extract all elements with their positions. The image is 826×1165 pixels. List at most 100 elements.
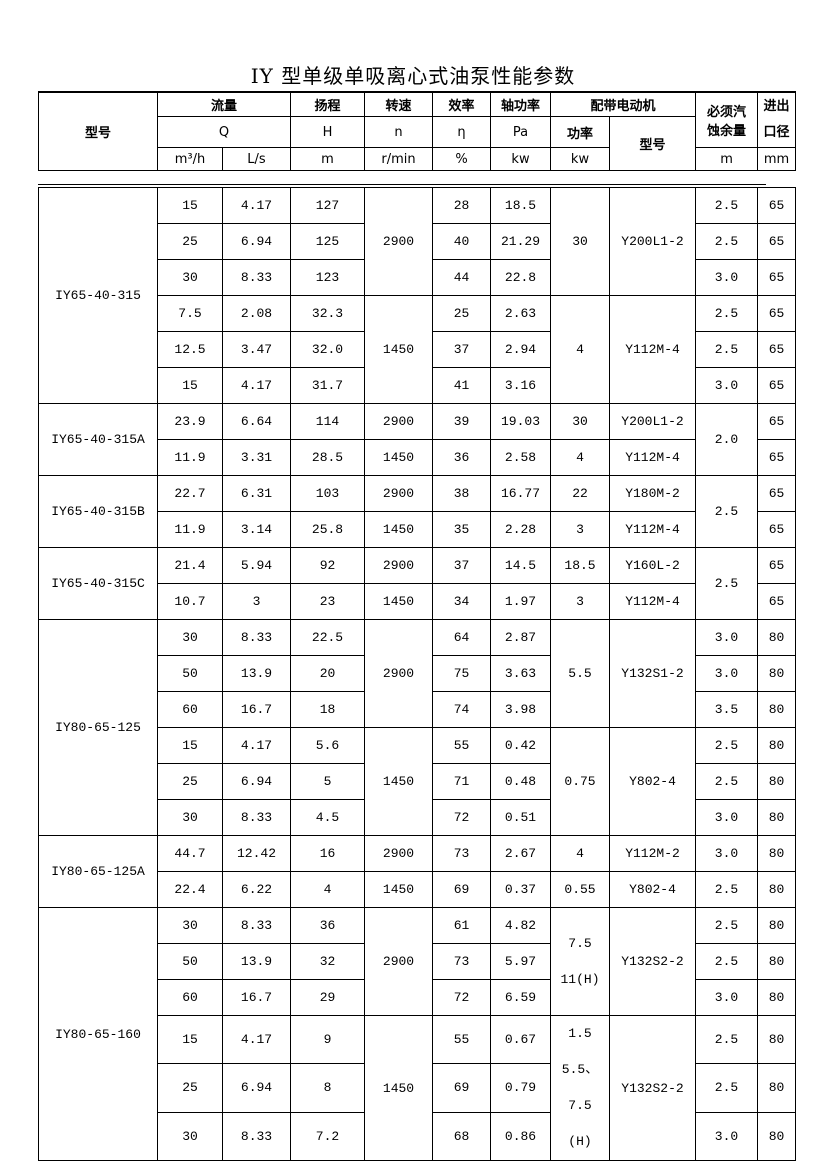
value-cell: 19.03 xyxy=(490,403,551,440)
value-cell: 25.8 xyxy=(290,511,365,548)
value-cell: 4.17 xyxy=(222,187,291,224)
value-cell: 0.86 xyxy=(490,1111,551,1162)
data-table: IY65-40-315 15 4.17 127 2900 28 18.5 30 Y200L1-2… xyxy=(38,187,796,1162)
value-cell: Y112M-4 xyxy=(609,439,696,476)
value-cell: 2900 xyxy=(364,835,433,872)
value-cell: 5.94 xyxy=(222,547,291,584)
value-cell: Y180M-2 xyxy=(609,475,696,512)
value-cell: 7.2 xyxy=(290,1111,365,1162)
value-cell: 16 xyxy=(290,835,365,872)
col-flow: 流量 xyxy=(156,91,292,117)
table-row: IY65-40-315B 22.7 6.31 103 2900 38 16.77 22 Y180… xyxy=(38,475,796,548)
table-row: 25 6.94 8 69 0.79 2.5 80 xyxy=(39,1063,796,1113)
value-cell: 2.5 xyxy=(695,763,758,800)
value-cell: 15 xyxy=(157,1014,223,1065)
unit-motor-kw: kw xyxy=(550,147,611,171)
table-row: 11.9 3.14 25.8 1450 35 2.28 3 Y112M-4 65 xyxy=(39,511,796,548)
value-cell: Y112M-4 xyxy=(609,295,696,404)
unit-m3h: m³/h xyxy=(157,147,223,171)
value-cell: 69 xyxy=(432,871,491,908)
value-cell: 2.67 xyxy=(490,835,551,872)
value-cell: Y132S2-2 xyxy=(609,1015,696,1161)
value-cell: 40 xyxy=(432,223,491,260)
table-row: 10.7 3 23 1450 34 1.97 3 Y112M-4 65 xyxy=(39,583,796,620)
value-cell: 3.5 xyxy=(695,691,758,728)
value-cell: 34 xyxy=(432,583,491,620)
col-motor: 配带电动机 xyxy=(550,91,697,117)
value-cell: 3.0 xyxy=(695,619,758,656)
value-cell: 36 xyxy=(432,439,491,476)
unit-ls: L/s xyxy=(221,147,292,171)
value-cell: Y200L1-2 xyxy=(609,403,696,440)
value-cell: 15 xyxy=(157,187,223,224)
value-cell: Y132S2-2 xyxy=(609,907,696,1016)
value-cell: 25 xyxy=(157,223,223,260)
value-cell: 3.31 xyxy=(222,439,291,476)
value-cell: 73 xyxy=(432,835,491,872)
value-cell: 65 xyxy=(757,547,796,584)
model-cell: IY65-40-315C xyxy=(38,547,158,620)
value-cell: 2.08 xyxy=(222,295,291,332)
value-cell: 0.42 xyxy=(490,727,551,764)
value-cell: 23 xyxy=(290,583,365,620)
table-row: 30 8.33 123 44 22.8 3.0 65 xyxy=(39,259,796,296)
table-row: 50 13.9 32 73 5.97 2.5 80 xyxy=(39,943,796,980)
value-cell: 16.77 xyxy=(490,475,551,512)
value-cell: 2.58 xyxy=(490,439,551,476)
document-title: IY 型单级单吸离心式油泵性能参数 xyxy=(250,64,576,88)
value-cell: 28.5 xyxy=(290,439,365,476)
col-npsh: 必须汽蚀余量 xyxy=(695,91,759,148)
value-cell: 6.94 xyxy=(222,763,291,800)
value-cell: 30 xyxy=(157,907,223,944)
value-cell: 28 xyxy=(432,187,491,224)
value-cell: 80 xyxy=(757,619,796,656)
value-cell: 1.97 xyxy=(490,583,551,620)
value-cell: 25 xyxy=(432,295,491,332)
value-cell: 65 xyxy=(757,511,796,548)
model-cell: IY80-65-125 xyxy=(38,619,158,836)
table-row: 15 4.17 5.6 1450 55 0.42 0.75 Y802-4 2.5 80 xyxy=(39,727,796,836)
table-row: 11.9 3.31 28.5 1450 36 2.58 4 Y112M-4 65 xyxy=(39,439,796,476)
value-cell: 6.94 xyxy=(222,1063,291,1113)
table-row: 25 6.94 125 40 21.29 2.5 65 xyxy=(39,223,796,260)
value-cell: 3.98 xyxy=(490,691,551,728)
value-cell: 18 xyxy=(290,691,365,728)
col-port: 进出口径 xyxy=(757,91,797,148)
value-cell: 25 xyxy=(157,763,223,800)
value-cell: 0.55 xyxy=(550,871,610,908)
value-cell: 4.17 xyxy=(222,367,291,404)
value-cell: 23.9 xyxy=(157,403,223,440)
value-cell: 32 xyxy=(290,943,365,980)
table-row: 15 4.17 9 1450 55 0.67 1.5 5.5、7.5 (H) Y132S2-2… xyxy=(39,1014,796,1161)
value-cell: 1450 xyxy=(364,1015,433,1161)
value-cell: 0.75 xyxy=(550,727,610,836)
value-cell: 38 xyxy=(432,475,491,512)
value-cell: 125 xyxy=(290,223,365,260)
value-cell: 8.33 xyxy=(222,259,291,296)
value-cell: 11.9 xyxy=(157,439,223,476)
value-cell: 7.5 xyxy=(157,295,223,332)
value-cell: 60 xyxy=(157,691,223,728)
value-cell: Y112M-4 xyxy=(609,511,696,548)
table-row: 60 16.7 18 74 3.98 3.5 80 xyxy=(39,691,796,728)
model-cell: IY65-40-315A xyxy=(38,403,158,476)
unit-m: m xyxy=(290,147,366,171)
value-cell: 7.5 11(H) xyxy=(550,907,610,1016)
value-cell: 80 xyxy=(757,763,796,800)
value-cell: 11.9 xyxy=(157,511,223,548)
value-cell: 2.87 xyxy=(490,619,551,656)
value-cell: 6.64 xyxy=(222,403,291,440)
value-cell: 1450 xyxy=(364,871,433,908)
sym-pa: Pa xyxy=(490,116,552,148)
value-cell: 3.63 xyxy=(490,655,551,692)
model-cell: IY65-40-315B xyxy=(38,475,158,548)
value-cell: 80 xyxy=(757,1111,796,1162)
value-cell: 2900 xyxy=(364,547,433,584)
value-cell: 2.94 xyxy=(490,331,551,368)
value-cell: 2900 xyxy=(364,403,433,440)
value-cell: 31.7 xyxy=(290,367,365,404)
table-row: 60 16.7 29 72 6.59 3.0 80 xyxy=(39,979,796,1016)
value-cell: 2.5 xyxy=(695,727,758,764)
sym-eta: η xyxy=(432,116,492,148)
unit-kw: kw xyxy=(490,147,552,171)
